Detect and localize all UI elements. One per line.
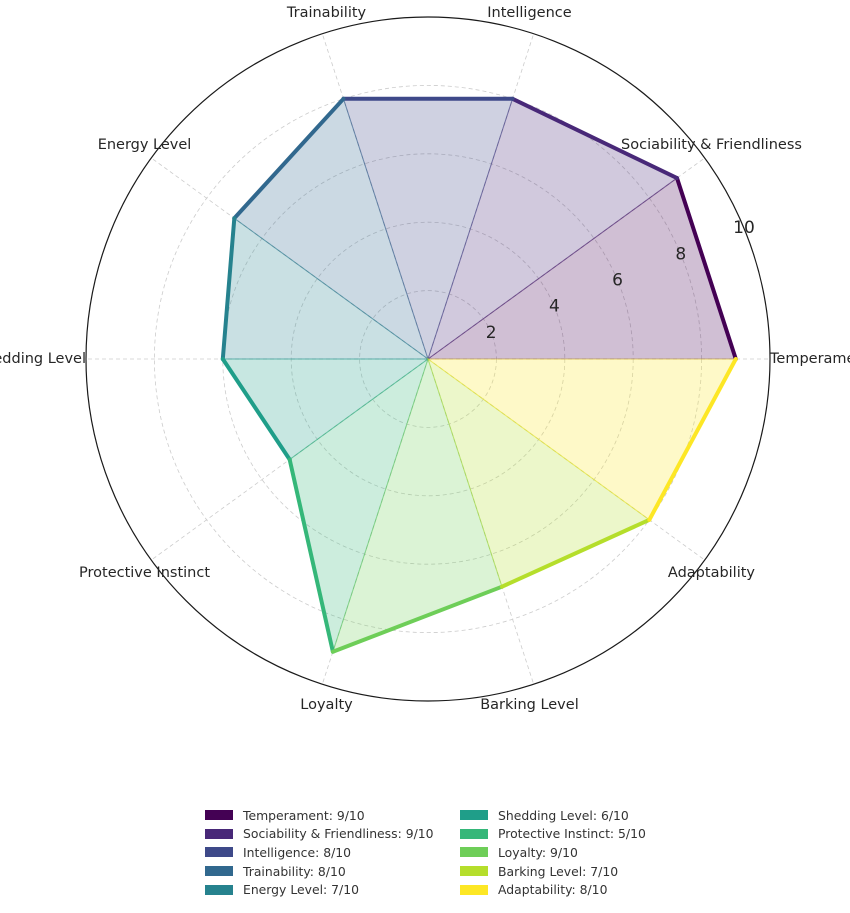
radial-tick-label: 6 bbox=[612, 270, 623, 290]
category-label: Barking Level bbox=[480, 697, 579, 713]
spoke-gridline bbox=[427, 358, 535, 685]
radial-tick-label: 8 bbox=[675, 244, 686, 264]
legend-swatch bbox=[460, 866, 488, 877]
wedge-edge bbox=[647, 357, 738, 522]
legend-entry: Protective Instinct: 5/10 bbox=[460, 825, 665, 844]
radial-tick-label: 2 bbox=[486, 323, 497, 343]
legend: Temperament: 9/10 Sociability & Friendlin… bbox=[205, 806, 665, 899]
legend-label: Trainability: 8/10 bbox=[243, 863, 346, 879]
legend-swatch bbox=[460, 828, 488, 839]
category-label: Adaptability bbox=[668, 565, 756, 581]
legend-swatch bbox=[460, 884, 488, 895]
legend-swatch bbox=[460, 810, 488, 821]
wedge-edge bbox=[220, 357, 292, 462]
wedge-edge bbox=[510, 96, 680, 181]
legend-label: Intelligence: 8/10 bbox=[243, 844, 352, 860]
legend-label: Energy Level: 7/10 bbox=[243, 882, 359, 898]
legend-entry: Intelligence: 8/10 bbox=[205, 843, 460, 862]
radial-tick-label: 10 bbox=[733, 218, 755, 238]
spoke-gridline bbox=[427, 33, 535, 360]
radar-chart: 2 4 6 8 10 Temperament Sociability & Friendlin… bbox=[0, 5, 850, 713]
wedge-edge bbox=[220, 216, 237, 361]
legend-label: Barking Level: 7/10 bbox=[498, 863, 619, 879]
outer-frame bbox=[85, 16, 771, 702]
category-label: Intelligence bbox=[487, 5, 571, 21]
category-label: Trainability bbox=[286, 5, 367, 21]
legend-label: Protective Instinct: 5/10 bbox=[498, 826, 646, 842]
legend-entry: Trainability: 8/10 bbox=[205, 862, 460, 881]
radial-tick-label: 4 bbox=[549, 297, 560, 317]
legend-label: Shedding Level: 6/10 bbox=[498, 807, 629, 823]
category-label: Protective Instinct bbox=[79, 565, 210, 581]
legend-swatch bbox=[205, 847, 233, 858]
spoke-gridline bbox=[427, 157, 705, 360]
spoke-gridline bbox=[151, 157, 429, 360]
legend-label: Loyalty: 9/10 bbox=[498, 844, 578, 860]
legend-entry: Sociability & Friendliness: 9/10 bbox=[205, 825, 460, 844]
legend-label: Temperament: 9/10 bbox=[243, 807, 365, 823]
legend-label: Adaptability: 8/10 bbox=[498, 882, 608, 898]
category-label: Sociability & Friendliness bbox=[621, 137, 802, 153]
radial-gridline bbox=[359, 290, 497, 428]
legend-swatch bbox=[205, 884, 233, 895]
spoke-gridline bbox=[321, 33, 429, 360]
category-label: Shedding Level bbox=[0, 351, 86, 367]
category-label: Temperament bbox=[769, 351, 850, 367]
legend-entry: Shedding Level: 6/10 bbox=[460, 806, 665, 825]
spoke-gridline bbox=[321, 358, 429, 685]
legend-label: Sociability & Friendliness: 9/10 bbox=[243, 826, 434, 842]
category-label: Energy Level bbox=[98, 137, 192, 153]
legend-entry: Adaptability: 8/10 bbox=[460, 880, 665, 899]
spoke-gridline bbox=[427, 358, 705, 561]
wedge-edge bbox=[499, 517, 652, 589]
legend-swatch bbox=[205, 810, 233, 821]
legend-entry: Temperament: 9/10 bbox=[205, 806, 460, 825]
legend-entry: Energy Level: 7/10 bbox=[205, 880, 460, 899]
legend-swatch bbox=[460, 847, 488, 858]
wedge-edge bbox=[232, 96, 346, 221]
legend-swatch bbox=[205, 828, 233, 839]
wedge-edge bbox=[330, 584, 504, 654]
legend-swatch bbox=[205, 866, 233, 877]
wedge-edge bbox=[287, 457, 335, 654]
legend-entry: Loyalty: 9/10 bbox=[460, 843, 665, 862]
legend-entry: Barking Level: 7/10 bbox=[460, 862, 665, 881]
category-label: Loyalty bbox=[300, 697, 353, 713]
wedge-edge bbox=[675, 176, 738, 361]
